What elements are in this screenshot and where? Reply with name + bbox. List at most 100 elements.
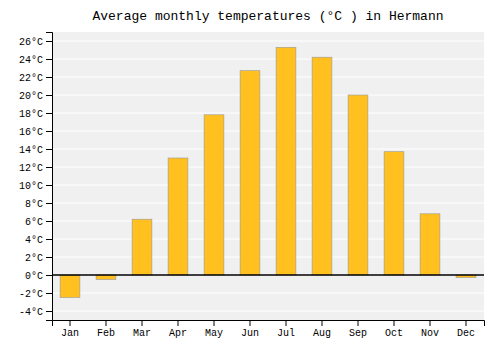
tick: -2°C xyxy=(19,289,52,300)
tick-mark xyxy=(46,113,52,114)
tick-label: 26°C xyxy=(19,37,43,48)
tick: 22°C xyxy=(19,73,52,84)
tick-label: 4°C xyxy=(25,235,43,246)
tick-mark xyxy=(142,320,143,326)
tick: 18°C xyxy=(19,109,52,120)
tick: 24°C xyxy=(19,55,52,66)
tick-mark xyxy=(106,320,107,326)
tick: -4°C xyxy=(19,307,52,318)
tick: Feb xyxy=(97,320,115,339)
y-axis: -4°C -2°C 0°C 2°C 4°C 6°C 8°C 10°C 12°C 14°C 16°C 1… xyxy=(19,33,53,321)
tick-mark xyxy=(286,320,287,326)
tick: 6°C xyxy=(25,217,52,228)
tick-label: 2°C xyxy=(25,253,43,264)
tick: 4°C xyxy=(25,235,52,246)
tick: 2°C xyxy=(25,253,52,264)
tick-label: -2°C xyxy=(19,289,43,300)
plot-background xyxy=(52,32,484,320)
tick-mark xyxy=(358,320,359,326)
tick-mark xyxy=(46,167,52,168)
tick-mark xyxy=(178,320,179,326)
tick-mark xyxy=(466,320,467,326)
tick-mark xyxy=(46,59,52,60)
tick-label: Jul xyxy=(277,328,295,339)
grid xyxy=(52,41,484,311)
grid-line xyxy=(52,311,484,312)
x-axis: Jan Feb Mar Apr May Jun Jul Aug Sep Oct Nov Dec xyxy=(53,320,485,339)
zero-line xyxy=(52,274,484,276)
tick: Apr xyxy=(169,320,187,339)
tick: Sep xyxy=(349,320,367,339)
bar xyxy=(132,219,152,275)
tick-label: Mar xyxy=(133,328,151,339)
tick: Oct xyxy=(385,320,403,339)
grid-line xyxy=(52,77,484,78)
tick: Aug xyxy=(313,320,331,339)
grid-line xyxy=(52,41,484,42)
bar xyxy=(276,47,296,275)
bar xyxy=(384,152,404,275)
tick: Nov xyxy=(421,320,439,339)
tick-mark xyxy=(46,221,52,222)
bar xyxy=(204,115,224,275)
tick: 0°C xyxy=(25,271,52,282)
grid-line xyxy=(52,113,484,114)
tick-label: Sep xyxy=(349,328,367,339)
plot: -4°C -2°C 0°C 2°C 4°C 6°C 8°C 10°C 12°C 14°C 16°C 1… xyxy=(19,32,485,339)
bar xyxy=(60,275,80,298)
grid-line xyxy=(52,257,484,258)
tick-label: Jun xyxy=(241,328,259,339)
tick-label: 22°C xyxy=(19,73,43,84)
tick: 12°C xyxy=(19,163,52,174)
tick-label: Dec xyxy=(457,328,475,339)
tick-mark xyxy=(46,257,52,258)
grid-line xyxy=(52,221,484,222)
bar xyxy=(312,57,332,275)
tick-mark xyxy=(430,320,431,326)
tick-label: 10°C xyxy=(19,181,43,192)
axis-line xyxy=(53,321,485,327)
tick: May xyxy=(205,320,223,339)
tick-label: 14°C xyxy=(19,145,43,156)
tick-label: 18°C xyxy=(19,109,43,120)
tick-mark xyxy=(394,320,395,326)
tick-mark xyxy=(46,275,52,276)
tick: 16°C xyxy=(19,127,52,138)
bars xyxy=(52,47,484,297)
axis-line xyxy=(46,33,53,321)
tick-mark xyxy=(46,239,52,240)
bar xyxy=(348,95,368,275)
tick-label: Jan xyxy=(61,328,79,339)
tick-mark xyxy=(46,41,52,42)
chart: -4°C -2°C 0°C 2°C 4°C 6°C 8°C 10°C 12°C 14°C 16°C 1… xyxy=(0,0,500,350)
tick-label: 24°C xyxy=(19,55,43,66)
tick-mark xyxy=(46,185,52,186)
tick-mark xyxy=(70,320,71,326)
tick-label: 12°C xyxy=(19,163,43,174)
tick-mark xyxy=(250,320,251,326)
grid-line xyxy=(52,59,484,60)
title: Average monthly temperatures (°C ) in He… xyxy=(92,9,443,24)
tick: Dec xyxy=(457,320,475,339)
tick: Mar xyxy=(133,320,151,339)
tick: 10°C xyxy=(19,181,52,192)
tick: Jun xyxy=(241,320,259,339)
tick-label: Apr xyxy=(169,328,187,339)
tick-label: 16°C xyxy=(19,127,43,138)
grid-line xyxy=(52,185,484,186)
tick-mark xyxy=(46,77,52,78)
tick: 8°C xyxy=(25,199,52,210)
grid-line xyxy=(52,95,484,96)
tick-mark xyxy=(46,131,52,132)
tick: 14°C xyxy=(19,145,52,156)
chart-container: -4°C -2°C 0°C 2°C 4°C 6°C 8°C 10°C 12°C 14°C 16°C 1… xyxy=(0,0,500,350)
tick-label: Aug xyxy=(313,328,331,339)
bar xyxy=(168,158,188,275)
tick-label: Oct xyxy=(385,328,403,339)
grid-line xyxy=(52,149,484,150)
tick-label: May xyxy=(205,328,223,339)
tick: Jan xyxy=(61,320,79,339)
tick: 20°C xyxy=(19,91,52,102)
tick-label: Feb xyxy=(97,328,115,339)
grid-line xyxy=(52,293,484,294)
